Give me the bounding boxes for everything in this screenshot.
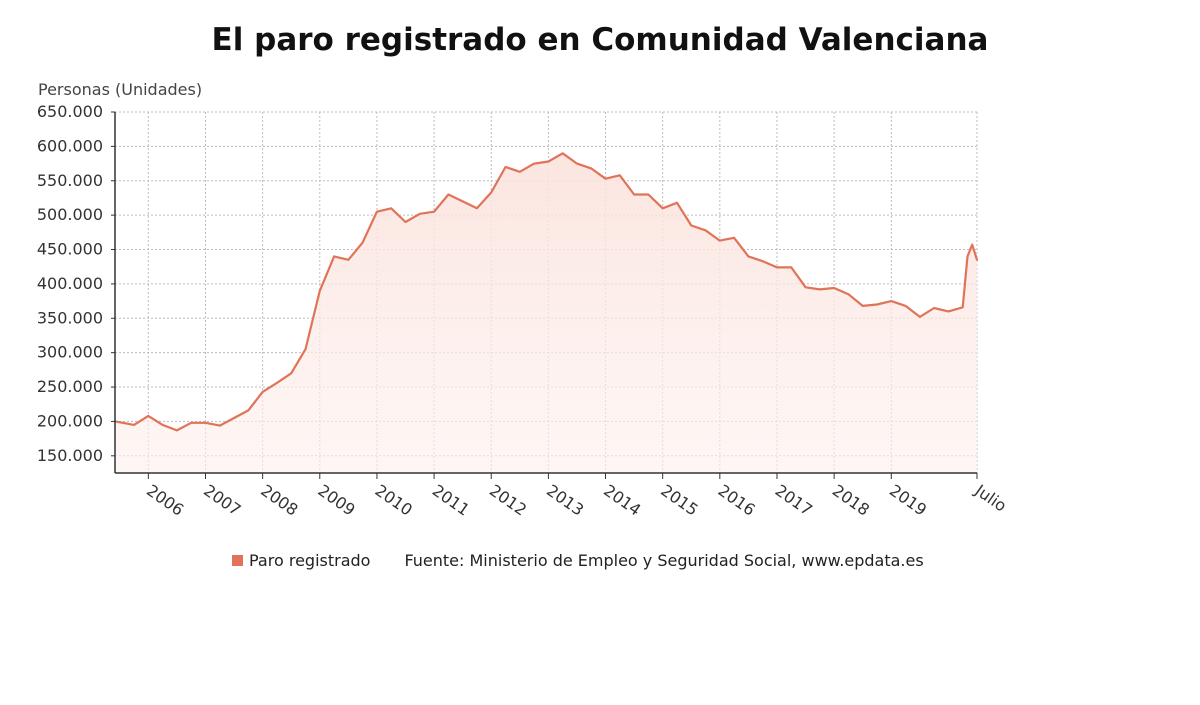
legend-series-label: Paro registrado	[249, 551, 371, 570]
y-tick-label: 650.000	[37, 102, 103, 121]
legend: Paro registrado Fuente: Ministerio de Em…	[232, 551, 924, 570]
y-tick-label: 400.000	[37, 274, 103, 293]
axes	[111, 111, 978, 479]
x-tick-label: 2008	[257, 481, 301, 520]
x-tick-label: 2017	[772, 481, 816, 520]
x-tick-label: Julio	[971, 480, 1010, 515]
x-tick-label: 2007	[200, 481, 244, 520]
x-tick-label: 2018	[829, 481, 873, 520]
series-area-fill	[115, 153, 977, 474]
y-tick-label: 300.000	[37, 343, 103, 362]
x-tick-label: 2010	[372, 481, 416, 520]
y-tick-label: 500.000	[37, 205, 103, 224]
y-axis-label: Personas (Unidades)	[38, 80, 203, 99]
x-tick-labels: 2006 2007 2008 2009 2010 2011 2012 2013 2014 2015…	[143, 480, 1010, 519]
x-tick-label: 2014	[600, 481, 644, 520]
source-note: Fuente: Ministerio de Empleo y Seguridad…	[404, 551, 924, 570]
x-tick-label: 2015	[657, 481, 701, 520]
y-tick-label: 550.000	[37, 171, 103, 190]
y-tick-label: 150.000	[37, 446, 103, 465]
x-tick-label: 2016	[715, 481, 759, 520]
area-layer	[113, 152, 979, 474]
x-tick-label: 2009	[314, 481, 358, 520]
x-tick-label: 2013	[543, 481, 587, 520]
y-tick-label: 250.000	[37, 377, 103, 396]
y-tick-label: 450.000	[37, 240, 103, 259]
y-tick-labels: 150.000 200.000 250.000 300.000 350.000 400.0…	[37, 102, 103, 465]
x-tick-label: 2019	[886, 481, 930, 520]
chart-title: El paro registrado en Comunidad Valencia…	[211, 22, 989, 58]
x-tick-label: 2011	[429, 481, 473, 520]
x-tick-label: 2012	[486, 481, 530, 520]
y-tick-label: 200.000	[37, 411, 103, 430]
series-line-paro-registrado	[113, 152, 979, 432]
legend-swatch	[232, 555, 243, 566]
x-tick-label: 2006	[143, 481, 187, 520]
y-tick-label: 600.000	[37, 136, 103, 155]
y-tick-label: 350.000	[37, 308, 103, 327]
